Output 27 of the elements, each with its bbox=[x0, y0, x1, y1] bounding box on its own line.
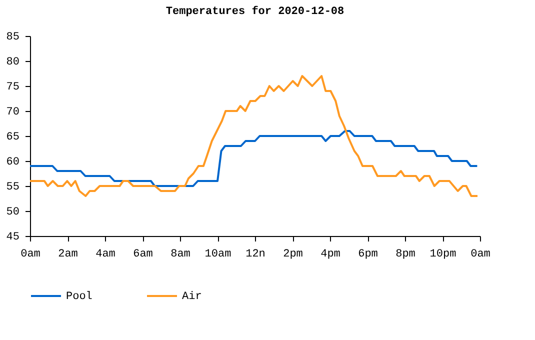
x-tick-label: 6pm bbox=[358, 248, 378, 260]
x-tick-label: 8am bbox=[170, 248, 191, 260]
line-series bbox=[29, 75, 478, 197]
x-tick-label: 4am bbox=[96, 248, 116, 260]
y-tick-label: 75 bbox=[6, 82, 20, 94]
chart-title: Temperatures for 2020-12-08 bbox=[166, 5, 345, 18]
x-tick-label: 12n bbox=[246, 248, 266, 260]
y-tick-label: 65 bbox=[6, 132, 20, 144]
x-tick-label: 8pm bbox=[396, 248, 416, 260]
y-tick-label: 60 bbox=[6, 156, 20, 168]
y-tick-label: 80 bbox=[6, 56, 20, 68]
x-tick-label: 10am bbox=[204, 248, 232, 260]
x-tick-label: 6am bbox=[133, 248, 154, 260]
x-tick-label: 0am bbox=[470, 248, 491, 260]
legend-label: Pool bbox=[66, 291, 92, 303]
y-tick-label: 55 bbox=[6, 182, 20, 194]
y-tick-label: 50 bbox=[6, 206, 20, 218]
y-tick-label: 45 bbox=[6, 232, 20, 244]
x-tick-label: 10pm bbox=[430, 248, 457, 260]
y-tick-label: 70 bbox=[6, 106, 20, 118]
x-tick-label: 2am bbox=[58, 248, 78, 260]
x-tick-label: 2pm bbox=[283, 248, 304, 260]
x-tick-label: 4pm bbox=[320, 248, 341, 260]
y-tick-label: 85 bbox=[6, 32, 20, 44]
line-series bbox=[29, 130, 478, 187]
x-tick-label: 0am bbox=[20, 248, 41, 260]
legend-label: Air bbox=[182, 291, 202, 303]
